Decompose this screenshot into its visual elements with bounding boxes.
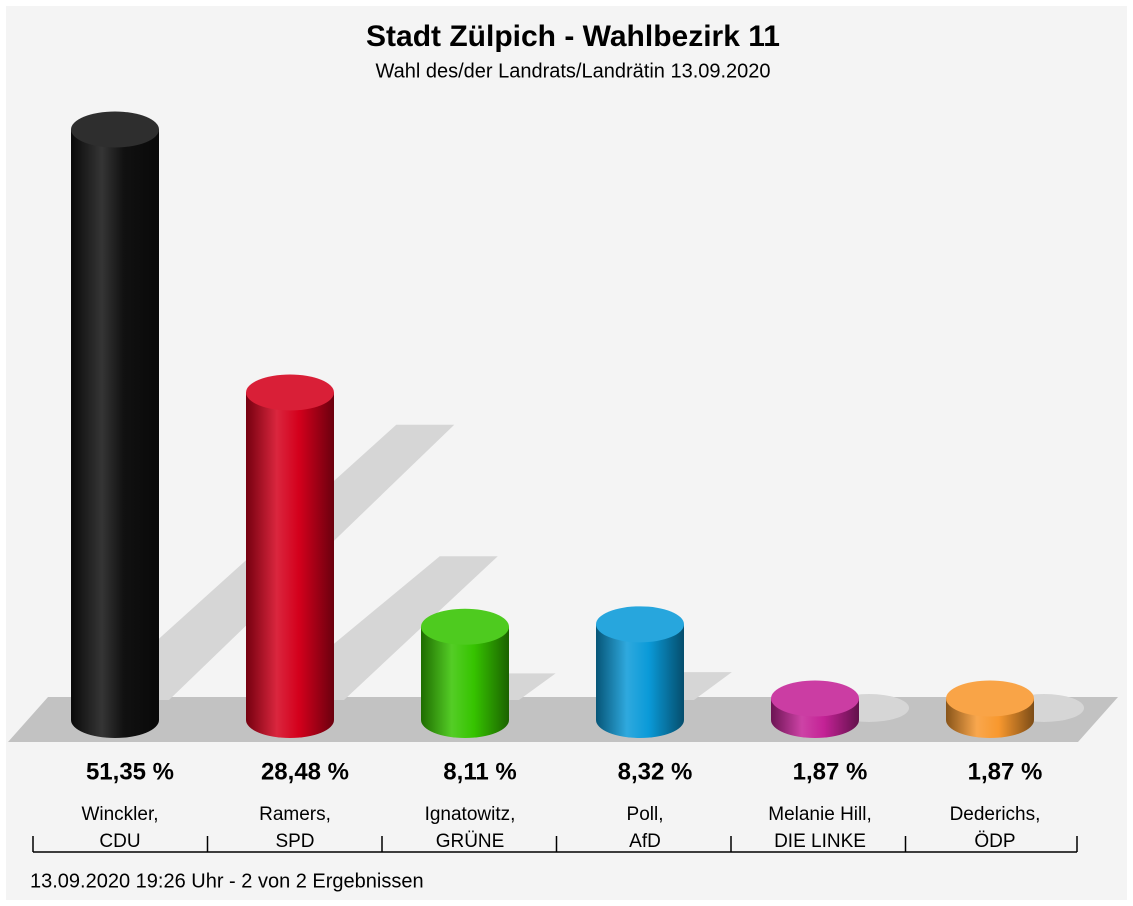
party-label: CDU [99, 831, 140, 852]
category-label: Winckler, [81, 804, 158, 825]
chart-subtitle: Wahl des/der Landrats/Landrätin 13.09.20… [375, 60, 770, 82]
bar-top [771, 680, 859, 717]
value-label: 51,35 % [86, 758, 174, 785]
footer: 13.09.2020 19:26 Uhr - 2 von 2 Ergebniss… [30, 870, 424, 892]
category-label: Melanie Hill, [768, 804, 871, 825]
value-label: 8,11 % [443, 758, 516, 785]
value-label: 1,87 % [793, 758, 868, 785]
category-label: Ignatowitz, [425, 804, 516, 825]
party-label: AfD [629, 831, 661, 852]
category-label: Ramers, [259, 804, 331, 825]
bar [71, 129, 159, 739]
bar-top [596, 606, 684, 643]
category-label: Poll, [627, 804, 664, 825]
bar [421, 626, 509, 738]
party-label: DIE LINKE [774, 831, 866, 852]
party-label: GRÜNE [436, 831, 505, 852]
background [6, 6, 1127, 900]
value-label: 8,32 % [618, 758, 693, 785]
bar [246, 392, 334, 738]
value-label: 28,48 % [261, 758, 349, 785]
bar [596, 624, 684, 738]
bar-top [246, 374, 334, 411]
bar-top [946, 680, 1034, 717]
value-label: 1,87 % [968, 758, 1043, 785]
chart-title: Stadt Zülpich - Wahlbezirk 11 [366, 20, 780, 53]
party-label: SPD [275, 831, 314, 852]
bar-top [71, 111, 159, 148]
category-label: Dederichs, [950, 804, 1041, 825]
bar-top [421, 608, 509, 645]
party-label: ÖDP [974, 831, 1015, 852]
